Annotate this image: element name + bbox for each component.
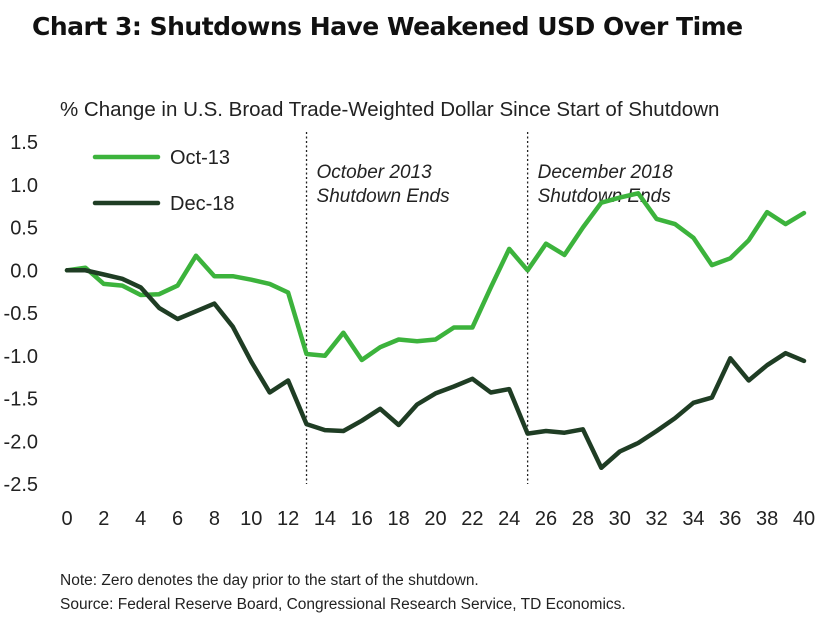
- chart-source: Source: Federal Reserve Board, Congressi…: [60, 596, 626, 613]
- chart-subtitle: % Change in U.S. Broad Trade-Weighted Do…: [60, 98, 720, 121]
- y-tick-label: 0.0: [10, 260, 38, 282]
- x-tick-label: 10: [240, 508, 262, 530]
- x-tick-label: 22: [461, 508, 483, 530]
- legend-label-oct-13: Oct-13: [170, 147, 230, 169]
- chart-note: Note: Zero denotes the day prior to the …: [60, 572, 479, 589]
- x-tick-label: 12: [277, 508, 299, 530]
- chart-title: Chart 3: Shutdowns Have Weakened USD Ove…: [32, 12, 743, 41]
- annotation-text: December 2018: [538, 162, 674, 183]
- x-tick-label: 28: [572, 508, 594, 530]
- y-tick-label: 0.5: [10, 218, 38, 240]
- x-tick-label: 24: [498, 508, 520, 530]
- x-tick-label: 40: [793, 508, 815, 530]
- y-tick-label: 1.0: [10, 175, 38, 197]
- x-tick-label: 30: [609, 508, 631, 530]
- x-tick-label: 34: [682, 508, 704, 530]
- x-tick-label: 26: [535, 508, 557, 530]
- x-tick-label: 16: [351, 508, 373, 530]
- y-tick-label: -1.0: [4, 346, 38, 368]
- x-tick-label: 6: [172, 508, 183, 530]
- x-tick-label: 8: [209, 508, 220, 530]
- y-tick-label: 1.5: [10, 132, 38, 154]
- y-tick-label: -2.5: [4, 474, 38, 496]
- x-tick-label: 2: [98, 508, 109, 530]
- x-tick-label: 20: [424, 508, 446, 530]
- annotation-text: Shutdown Ends: [317, 186, 451, 207]
- x-tick-label: 32: [645, 508, 667, 530]
- x-tick-label: 14: [314, 508, 336, 530]
- x-tick-label: 38: [756, 508, 778, 530]
- x-tick-label: 36: [719, 508, 741, 530]
- y-tick-label: -1.5: [4, 389, 38, 411]
- y-tick-label: -2.0: [4, 431, 38, 453]
- y-tick-label: -0.5: [4, 303, 38, 325]
- x-tick-label: 0: [61, 508, 72, 530]
- legend-label-dec-18: Dec-18: [170, 193, 234, 215]
- series-line-dec-18: [64, 268, 807, 471]
- line-chart: 1.51.00.50.0-0.5-1.0-1.5-2.0-2.50 2 4 6 8 10 1…: [4, 132, 815, 530]
- annotation-text: October 2013: [317, 162, 433, 183]
- x-tick-label: 4: [135, 508, 146, 530]
- x-tick-label: 18: [388, 508, 410, 530]
- series-line-oct-13: [64, 191, 807, 363]
